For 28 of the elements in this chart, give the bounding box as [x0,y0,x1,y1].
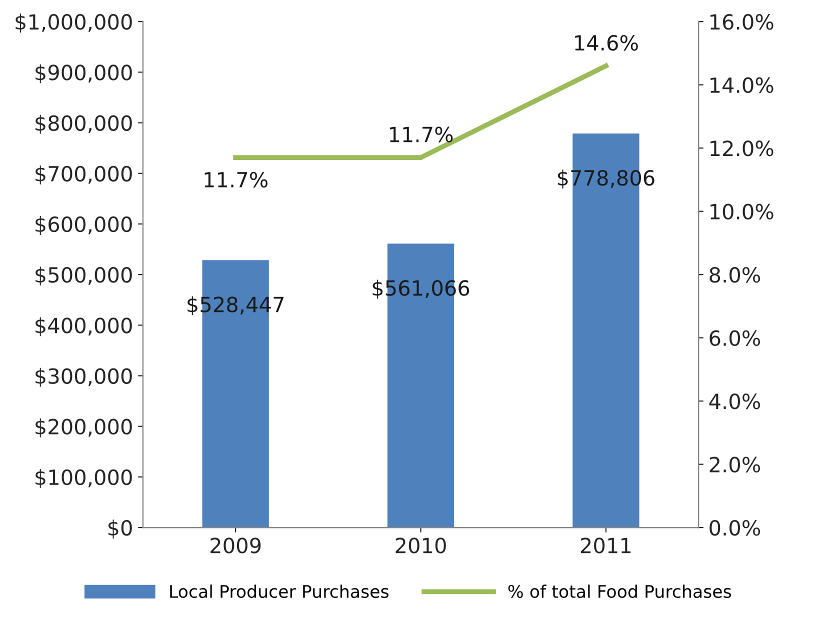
y2-tick-label: 6.0% [710,330,760,346]
y-tick-label: $300,000 [36,368,132,387]
y2-tick-label: 12.0% [710,140,774,156]
y-tick-label: $0 [108,520,132,539]
y-tick-label: $600,000 [36,216,132,235]
y-tick-label: $200,000 [36,418,132,438]
y2-tick-label: 16.0% [710,14,774,30]
data-label: 11.7% [204,172,268,188]
data-label: 14.6% [575,34,638,51]
y-tick-label: $100,000 [36,469,132,488]
y-tick-label: $900,000 [36,64,132,84]
y-tick-label: $500,000 [36,266,132,286]
y-tick-label: $700,000 [36,165,132,184]
legend-label: Local Producer Purchases [170,584,388,598]
y2-tick-label: 4.0% [709,394,760,410]
y2-tick-label: 2.0% [710,456,760,473]
legend-label: % of total Food Purchases [508,584,732,598]
x-tick-label: 2009 [210,538,261,554]
y2-tick-label: 14.0% [710,77,774,94]
y2-tick-label: 0.0% [710,520,760,536]
x-tick-label: 2010 [396,538,446,554]
x-tick-label: 2011 [580,538,631,554]
y2-tick-label: 8.0% [710,267,760,283]
y2-tick-label: 10.0% [710,204,774,220]
y-tick-label: $1,000,000 [16,14,132,33]
data-label: 11.7% [390,126,453,142]
y-tick-label: $400,000 [36,317,132,336]
y-tick-label: $800,000 [36,114,132,134]
